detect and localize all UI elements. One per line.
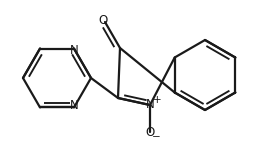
Text: N: N bbox=[146, 98, 154, 111]
Text: +: + bbox=[153, 95, 161, 105]
Text: N: N bbox=[70, 99, 78, 112]
Text: O: O bbox=[145, 125, 155, 138]
Text: O: O bbox=[98, 14, 108, 27]
Text: N: N bbox=[70, 44, 78, 57]
Text: −: − bbox=[152, 132, 160, 142]
